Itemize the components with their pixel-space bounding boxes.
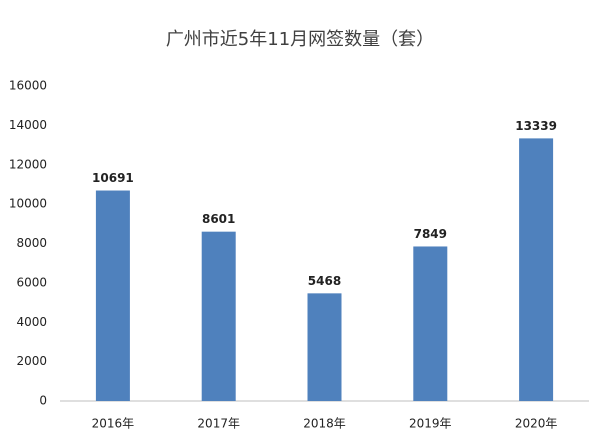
bar	[201, 231, 236, 401]
y-tick-label: 0	[39, 394, 47, 408]
y-tick-label: 4000	[16, 315, 47, 329]
x-tick-label: 2020年	[515, 417, 558, 431]
y-tick-label: 12000	[9, 157, 47, 171]
y-tick-label: 10000	[9, 197, 47, 211]
value-label: 10691	[92, 171, 134, 185]
x-tick-label: 2017年	[197, 417, 240, 431]
y-tick-label: 8000	[16, 236, 47, 250]
value-label: 13339	[515, 119, 557, 133]
bar	[519, 138, 554, 402]
value-label: 5468	[308, 274, 341, 288]
y-tick-label: 2000	[16, 354, 47, 368]
value-label: 8601	[202, 212, 235, 226]
value-label: 7849	[414, 227, 447, 241]
x-tick-label: 2016年	[92, 417, 135, 431]
bar	[307, 293, 342, 401]
y-tick-label: 16000	[9, 79, 47, 93]
y-tick-label: 14000	[9, 118, 47, 132]
y-tick-label: 6000	[16, 275, 47, 289]
chart-title: 广州市近5年11月网签数量（套）	[166, 29, 434, 50]
x-tick-label: 2019年	[409, 417, 452, 431]
bar	[413, 246, 448, 401]
bar	[95, 190, 130, 401]
x-tick-label: 2018年	[303, 417, 346, 431]
